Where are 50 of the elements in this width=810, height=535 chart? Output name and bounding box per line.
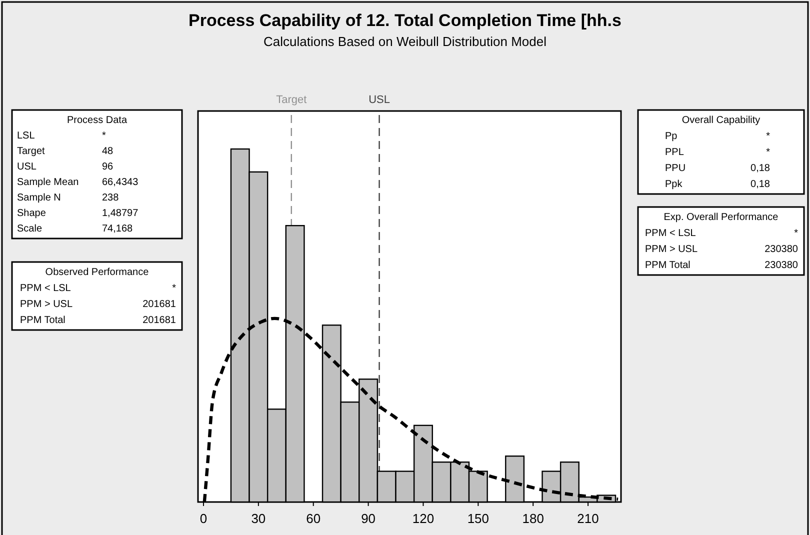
text: Target (17, 146, 46, 157)
chart-title: Process Capability of 12. Total Completion Time [hh.s (188, 11, 622, 30)
text: Ppk (665, 179, 684, 190)
text: PPM Total (645, 260, 690, 271)
text: PPU (665, 163, 686, 174)
text: 96 (102, 162, 114, 172)
text: 230380 (764, 260, 798, 271)
text: PPM < LSL (20, 283, 72, 294)
text: 48 (102, 146, 114, 157)
text: Shape (17, 208, 46, 219)
text: PPL (665, 147, 684, 158)
x-tick-label: 90 (361, 511, 376, 526)
text: Exp. Overall Performance (664, 212, 779, 223)
text: 0,18 (750, 163, 770, 174)
text: * (172, 283, 176, 294)
x-tick-label: 0 (200, 511, 208, 526)
text: * (766, 147, 770, 158)
x-tick-label: 60 (306, 511, 321, 526)
x-tick-label: 120 (412, 511, 434, 526)
x-tick-label: 180 (522, 511, 544, 526)
text: 238 (102, 192, 120, 204)
text: 230380 (764, 244, 798, 255)
text: * (766, 131, 770, 142)
text: Pp (665, 131, 678, 142)
text: PPM > USL (645, 244, 698, 255)
text: * (794, 228, 798, 239)
x-tick-label: 210 (577, 511, 599, 526)
text: Observed Performance (45, 267, 150, 278)
x-tick-label: 30 (251, 511, 266, 526)
text: 66,4343 (102, 177, 139, 188)
text: 0,18 (750, 179, 770, 190)
text: Sample N (17, 192, 61, 204)
text: Overall Capability (682, 115, 760, 126)
text: * (102, 130, 106, 142)
text: 201681 (142, 299, 176, 310)
text: USL (17, 162, 37, 172)
text: 1,48797 (102, 208, 139, 219)
text: PPM Total (20, 315, 66, 326)
x-tick-label: 150 (467, 511, 490, 526)
text: 201681 (142, 315, 176, 326)
text: Sample Mean (17, 177, 79, 188)
ref-line-label: Target (276, 94, 307, 106)
text: Process Data (66, 115, 128, 126)
text: PPM < LSL (645, 228, 696, 239)
text: LSL (17, 130, 36, 142)
text: Scale (17, 224, 42, 234)
ref-line-label: USL (368, 94, 390, 106)
text: 74,168 (102, 224, 134, 234)
text: PPM > USL (20, 299, 73, 310)
chart-subtitle: Calculations Based on Weibull Distribution Model (263, 34, 547, 49)
